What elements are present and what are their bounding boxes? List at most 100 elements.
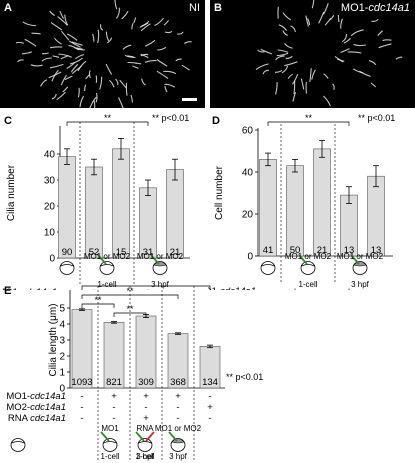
cilium (163, 70, 177, 75)
cilium (274, 69, 283, 73)
injection-needle-icon (145, 431, 155, 442)
bar (58, 156, 76, 259)
cilium (124, 54, 136, 59)
stage-label: 1-cell (135, 452, 154, 461)
embryo-cell-line (100, 264, 114, 267)
cilium (281, 65, 289, 74)
cilium (89, 96, 97, 108)
y-tick-label: 3 (59, 336, 65, 347)
significance-marker: ** (305, 113, 313, 123)
cilium (66, 33, 78, 41)
embryo-cell-line (11, 441, 25, 444)
cilium (133, 17, 137, 24)
cilium (75, 54, 85, 60)
cilium (282, 30, 288, 36)
cilium (50, 46, 63, 49)
cilium (48, 71, 62, 79)
stage-label: 1-cell (298, 280, 317, 289)
cilium (163, 20, 170, 26)
injection-needle-icon (135, 431, 145, 442)
stage-label: 3 hpf (136, 452, 155, 461)
cilium (340, 18, 343, 29)
cilium (71, 65, 82, 75)
cilium (114, 0, 118, 10)
cilium (140, 53, 149, 57)
panel-title-a: NI (189, 2, 200, 14)
injection-group-label: MO1 or MO2 (285, 252, 332, 261)
significance-marker: ** (126, 286, 134, 296)
cilium (107, 37, 113, 44)
treatment-sign: - (208, 391, 211, 402)
cilium (52, 55, 60, 58)
cilium (115, 7, 120, 19)
bar (112, 148, 130, 259)
cilium (181, 64, 190, 71)
embryo-blastoderm (353, 261, 367, 267)
cilium (285, 55, 293, 59)
treatment-sign: + (143, 391, 149, 402)
cilium (122, 44, 132, 50)
cilium (64, 75, 73, 81)
embryo-cell-line (103, 441, 117, 444)
p-value-note: ** p<0.01 (152, 113, 189, 123)
cilium (54, 37, 62, 45)
treatment-sign: - (112, 413, 115, 424)
cilium (24, 38, 37, 47)
embryo-icon (59, 261, 75, 275)
cilium (51, 93, 57, 100)
treatment-row-label: MO2-cdc14a1 (6, 402, 66, 413)
treatment-sign: - (112, 402, 115, 413)
cilium (31, 32, 41, 35)
sample-size-label: 21 (170, 247, 181, 258)
injection-needle-icon (97, 254, 107, 265)
embryo-cell-line (301, 264, 315, 267)
cilium (334, 55, 344, 63)
cilium (311, 0, 315, 9)
significance-marker: ** (104, 113, 112, 123)
cilium (323, 73, 329, 79)
cilium (368, 60, 377, 66)
cilium (100, 24, 104, 31)
treatment-sign: + (143, 413, 149, 424)
cilium (15, 41, 24, 44)
treatment-sign: + (175, 391, 181, 402)
significance-marker: ** (94, 295, 102, 305)
cilium (395, 56, 403, 60)
sample-size-label: 1093 (71, 377, 92, 388)
p-value-note: ** p<0.01 (226, 372, 263, 382)
cilium (60, 74, 67, 86)
panel-label-b: B (214, 2, 222, 14)
cilium (371, 18, 379, 22)
cilium (125, 82, 128, 96)
cilium (115, 78, 119, 86)
cilium (154, 17, 164, 27)
treatment-sign: + (111, 391, 117, 402)
y-axis-label: Cell number (214, 165, 225, 220)
embryo-icon (10, 438, 26, 452)
cilium (79, 95, 85, 108)
bar (286, 165, 304, 257)
cilium (22, 21, 36, 27)
p-value-note: ** p<0.01 (358, 113, 395, 123)
embryo-icon (99, 261, 115, 275)
cilium (121, 10, 129, 20)
cilium (105, 63, 113, 75)
cilium (324, 17, 332, 26)
stage-label: 3 hpf (151, 280, 170, 289)
stage-label: 1-cell (100, 452, 119, 461)
treatment-sign: + (207, 402, 213, 413)
cilium (277, 49, 289, 53)
cilium (307, 18, 311, 26)
cilium (284, 43, 293, 49)
treatment-sign: - (80, 402, 83, 413)
cilium (318, 11, 325, 24)
cilium (343, 37, 351, 44)
cilium (278, 24, 288, 32)
cilium (177, 31, 184, 35)
sample-size-label: 52 (89, 247, 100, 258)
cilium (108, 79, 115, 88)
embryo-icon (137, 438, 153, 452)
cilium (77, 87, 80, 98)
